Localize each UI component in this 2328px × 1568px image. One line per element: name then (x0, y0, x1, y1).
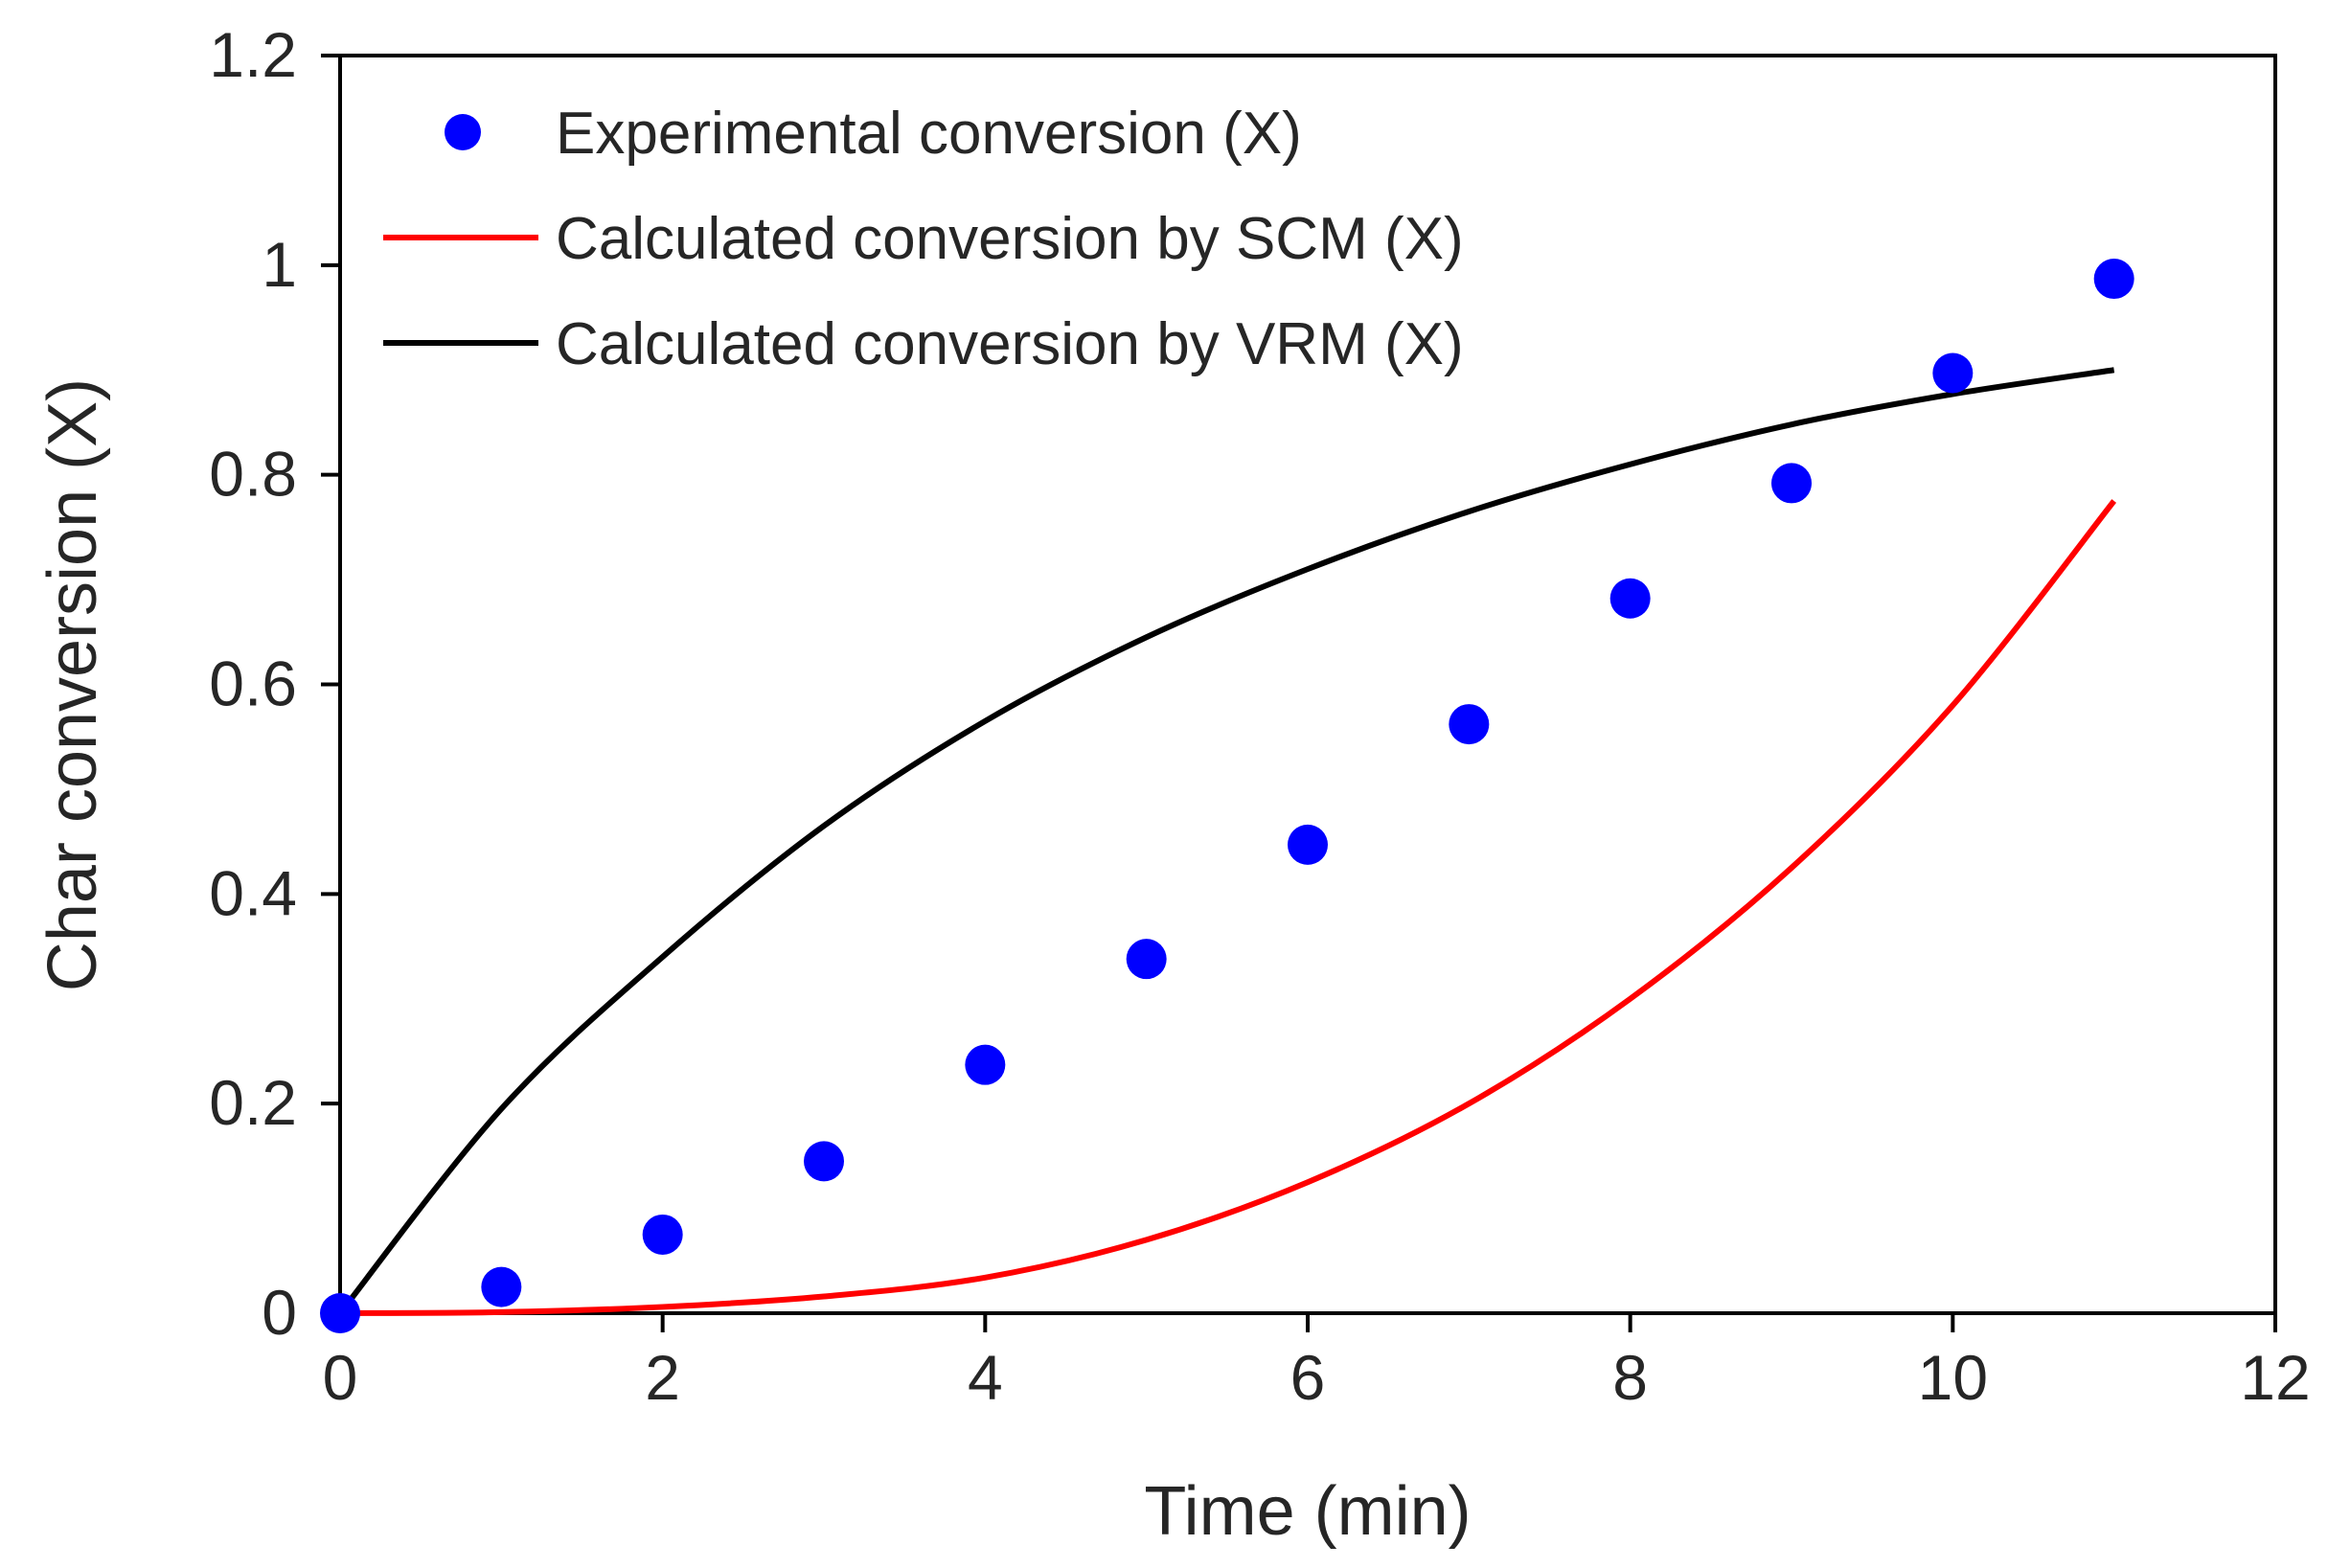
x-tick-label: 0 (323, 1342, 358, 1413)
legend-label: Calculated conversion by SCM (X) (556, 206, 1464, 272)
experimental-point (642, 1214, 683, 1255)
experimental-point (1126, 939, 1167, 980)
x-tick-label: 10 (1918, 1342, 1988, 1413)
y-tick-label: 1.2 (209, 19, 297, 90)
experimental-point (1288, 824, 1328, 865)
y-tick-label: 0.6 (209, 648, 297, 719)
y-tick-label: 0.4 (209, 857, 297, 928)
experimental-point (1932, 352, 1974, 394)
x-tick-label: 4 (968, 1342, 1003, 1413)
experimental-point (320, 1293, 360, 1333)
data-series (320, 259, 2134, 1333)
experimental-point (481, 1266, 522, 1307)
x-tick-label: 8 (1612, 1342, 1648, 1413)
legend-label: Calculated conversion by VRM (X) (556, 311, 1464, 377)
y-tick-label: 0 (262, 1277, 297, 1348)
experimental-point (1449, 704, 1490, 745)
experimental-point (1609, 578, 1651, 619)
legend-marker-experimental (445, 114, 481, 150)
legend: Experimental conversion (X) Calculated co… (383, 101, 1464, 377)
axes: 0 2 4 6 8 10 12 0 0.2 0.4 0.6 0.8 1 1.2 (209, 19, 2310, 1413)
experimental-point (1771, 463, 1812, 504)
x-tick-label: 12 (2240, 1342, 2310, 1413)
y-tick-label: 0.8 (209, 439, 297, 510)
x-tick-label: 2 (645, 1342, 680, 1413)
y-tick-label: 1 (262, 229, 297, 300)
x-tick-label: 6 (1290, 1342, 1326, 1413)
experimental-point (804, 1141, 844, 1182)
vrm-line (337, 367, 2115, 1315)
legend-label: Experimental conversion (X) (556, 101, 1302, 167)
experimental-point (2093, 259, 2134, 300)
x-axis-title: Time (min) (1144, 1473, 1471, 1550)
y-tick-label: 0.2 (209, 1067, 297, 1138)
experimental-point (965, 1044, 1006, 1085)
y-axis-title: Char conversion (X) (34, 378, 111, 991)
scm-line (339, 499, 2117, 1316)
